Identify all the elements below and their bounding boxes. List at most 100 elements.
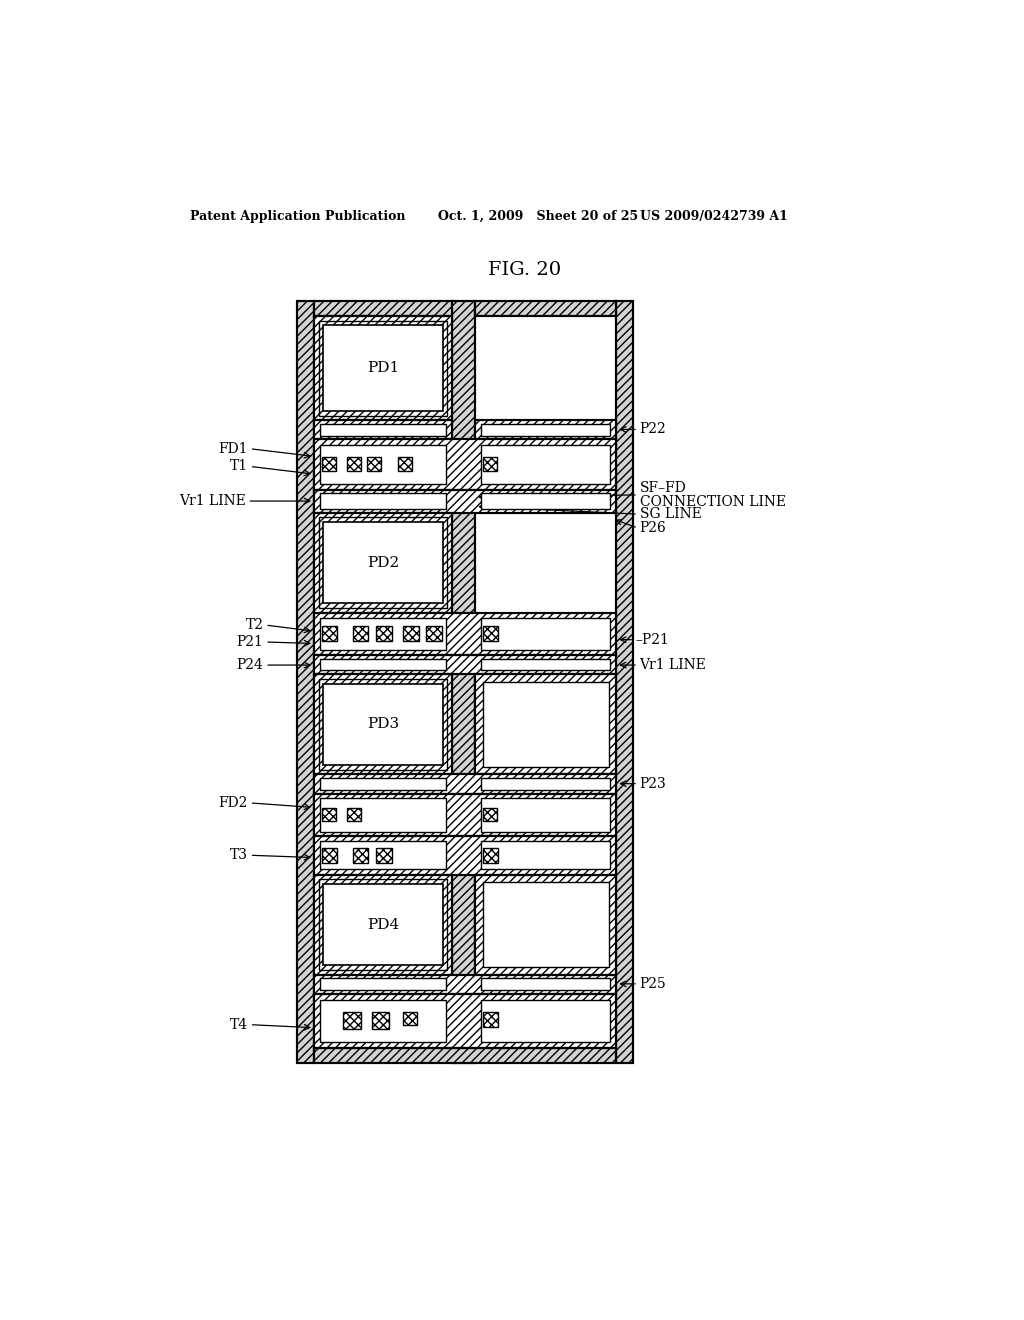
Bar — [321, 659, 445, 671]
Bar — [314, 793, 616, 836]
Bar — [314, 974, 616, 994]
Bar — [314, 874, 452, 974]
Bar — [314, 1048, 616, 1063]
Text: FD2: FD2 — [219, 796, 248, 810]
Bar — [452, 301, 475, 1063]
Bar — [343, 1011, 360, 1028]
Text: T3: T3 — [230, 849, 248, 862]
Text: Vr1 LINE: Vr1 LINE — [640, 659, 707, 672]
Bar — [314, 1048, 616, 1063]
Text: PD1: PD1 — [367, 362, 399, 375]
Text: PD4: PD4 — [367, 917, 399, 932]
Bar — [475, 874, 616, 974]
Bar — [346, 808, 360, 821]
Bar — [352, 847, 369, 863]
Bar — [475, 301, 616, 317]
Bar — [314, 440, 616, 490]
Bar — [352, 626, 369, 642]
Bar — [318, 517, 447, 609]
Bar — [297, 301, 314, 1063]
Bar — [322, 808, 336, 821]
Bar — [483, 1011, 499, 1027]
Bar — [481, 494, 610, 508]
Bar — [481, 841, 610, 869]
Bar — [314, 655, 616, 675]
Bar — [314, 994, 616, 1048]
Bar — [372, 1011, 389, 1028]
Bar — [314, 675, 452, 775]
Bar — [475, 874, 616, 974]
Bar — [616, 301, 633, 1063]
Bar — [481, 424, 610, 436]
Bar — [314, 974, 616, 994]
Bar — [322, 847, 337, 863]
Text: SF–FD: SF–FD — [640, 480, 686, 495]
Bar — [314, 490, 616, 512]
Bar — [481, 618, 610, 649]
Bar — [483, 457, 497, 471]
Text: US 2009/0242739 A1: US 2009/0242739 A1 — [640, 210, 787, 223]
Bar — [314, 612, 616, 655]
Bar — [314, 420, 452, 440]
Bar — [314, 994, 616, 1048]
Bar — [314, 301, 452, 317]
Bar — [314, 317, 452, 420]
Bar — [481, 779, 610, 789]
Bar — [314, 490, 616, 512]
Bar — [324, 884, 442, 965]
Text: T1: T1 — [230, 459, 248, 474]
Text: PD3: PD3 — [367, 717, 399, 731]
Text: P24: P24 — [237, 659, 263, 672]
Bar — [481, 797, 610, 832]
Bar — [314, 317, 452, 420]
Text: FIG. 20: FIG. 20 — [488, 261, 561, 279]
Bar — [314, 836, 616, 874]
Bar — [324, 326, 442, 411]
Bar — [481, 1001, 610, 1041]
Bar — [616, 301, 633, 1063]
Text: CONNECTION LINE: CONNECTION LINE — [640, 495, 785, 508]
Bar — [314, 301, 452, 317]
Bar — [403, 626, 419, 642]
Text: P25: P25 — [640, 977, 667, 991]
Bar — [314, 655, 616, 675]
Bar — [376, 847, 391, 863]
Bar — [314, 775, 616, 793]
Bar — [321, 978, 445, 990]
Bar — [322, 626, 337, 642]
Text: PD2: PD2 — [367, 556, 399, 570]
Bar — [321, 445, 445, 484]
Bar — [403, 1011, 417, 1026]
Bar — [397, 457, 412, 471]
Bar — [321, 1001, 445, 1041]
Text: P21: P21 — [237, 635, 263, 649]
Bar — [321, 841, 445, 869]
Bar — [314, 874, 452, 974]
Bar — [481, 978, 610, 990]
Bar — [314, 512, 452, 612]
Bar — [321, 797, 445, 832]
Bar — [475, 675, 616, 775]
Bar — [314, 612, 616, 655]
Bar — [314, 836, 616, 874]
Text: P22: P22 — [640, 422, 667, 437]
Bar — [314, 420, 452, 440]
Bar — [321, 424, 445, 436]
Bar — [475, 301, 616, 317]
Bar — [483, 626, 499, 642]
Bar — [475, 675, 616, 775]
Bar — [314, 440, 616, 490]
Bar — [314, 775, 616, 793]
Text: T4: T4 — [230, 1018, 248, 1032]
Text: P23: P23 — [640, 776, 667, 791]
Bar — [318, 879, 447, 970]
Bar — [314, 512, 452, 612]
Bar — [318, 678, 447, 770]
Bar — [324, 521, 442, 603]
Bar — [321, 618, 445, 649]
Bar — [483, 847, 499, 863]
Text: –P21: –P21 — [636, 632, 670, 647]
Bar — [322, 457, 336, 471]
Text: P26: P26 — [640, 521, 667, 535]
Bar — [452, 301, 475, 1063]
